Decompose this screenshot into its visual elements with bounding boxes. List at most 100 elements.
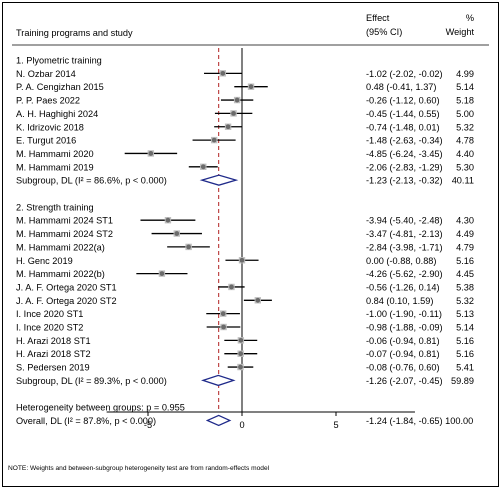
overall-ci-text: -1.24 (-1.84, -0.65) 100.00 bbox=[366, 416, 473, 426]
point-estimate bbox=[165, 217, 171, 223]
study-label: H. Arazi 2018 ST1 bbox=[16, 336, 91, 346]
study-label: M. Hammami 2020 bbox=[16, 149, 94, 159]
weight-text: 4.30 bbox=[456, 216, 474, 226]
effect-ci-text: -0.08 (-0.76, 0.60) bbox=[366, 363, 440, 373]
subgroup-label: Subgroup, DL (I² = 86.6%, p < 0.000) bbox=[16, 176, 167, 186]
weight-text: 5.13 bbox=[456, 309, 474, 319]
group-label: 1. Plyometric training bbox=[16, 56, 102, 66]
study-label: J. A. F. Ortega 2020 ST1 bbox=[16, 282, 117, 292]
study-label: P. P. Paes 2022 bbox=[16, 96, 80, 106]
weight-text: 5.00 bbox=[456, 109, 474, 119]
point-estimate bbox=[239, 257, 245, 263]
effect-ci-text: 0.00 (-0.88, 0.88) bbox=[366, 256, 436, 266]
overall-label: Overall, DL (I² = 87.8%, p < 0.000) bbox=[16, 416, 156, 426]
effect-ci-text: -4.85 (-6.24, -3.45) bbox=[366, 149, 443, 159]
subgroup-weight-text: 40.11 bbox=[452, 176, 474, 186]
effect-ci-text: -1.00 (-1.90, -0.11) bbox=[366, 309, 442, 319]
weight-text: 4.45 bbox=[456, 269, 474, 279]
weight-text: 5.18 bbox=[456, 96, 474, 106]
effect-ci-text: -0.98 (-1.88, -0.09) bbox=[366, 323, 443, 333]
group-label: 2. Strength training bbox=[16, 202, 94, 212]
weight-text: 5.16 bbox=[456, 349, 474, 359]
point-estimate bbox=[174, 231, 180, 236]
header-weight: Weight bbox=[446, 27, 475, 37]
effect-ci-text: 0.48 (-0.41, 1.37) bbox=[366, 82, 436, 92]
point-estimate bbox=[231, 111, 236, 116]
point-estimate bbox=[220, 311, 226, 317]
weight-text: 4.79 bbox=[456, 242, 474, 252]
study-label: A. H. Haghighi 2024 bbox=[16, 109, 98, 119]
effect-ci-text: -1.02 (-2.02, -0.02) bbox=[366, 69, 443, 79]
weight-text: 5.32 bbox=[456, 296, 474, 306]
subgroup-ci-text: -1.23 (-2.13, -0.32) bbox=[366, 176, 443, 186]
weight-text: 5.30 bbox=[456, 162, 474, 172]
study-label: K. Idrizovic 2018 bbox=[16, 122, 84, 132]
effect-ci-text: -2.84 (-3.98, -1.71) bbox=[366, 242, 443, 252]
header-study: Training programs and study bbox=[16, 28, 133, 38]
study-label: E. Turgut 2016 bbox=[16, 136, 76, 146]
weight-text: 5.14 bbox=[456, 82, 474, 92]
point-estimate bbox=[238, 337, 244, 343]
study-label: H. Genc 2019 bbox=[16, 256, 73, 266]
subgroup-diamond bbox=[199, 174, 239, 186]
weight-text: 5.16 bbox=[456, 256, 474, 266]
study-label: H. Arazi 2018 ST2 bbox=[16, 349, 91, 359]
study-label: M. Hammami 2024 ST2 bbox=[16, 229, 113, 239]
point-estimate bbox=[225, 124, 231, 130]
point-estimate bbox=[238, 364, 243, 370]
point-estimate bbox=[220, 70, 226, 76]
header-weight-symbol: % bbox=[466, 13, 474, 23]
x-tick-label: -5 bbox=[144, 420, 152, 430]
study-label: M. Hammami 2022(b) bbox=[16, 269, 105, 279]
overall-diamond bbox=[205, 414, 232, 427]
weight-text: 4.49 bbox=[456, 229, 474, 239]
point-estimate bbox=[255, 297, 261, 303]
effect-ci-text: -0.74 (-1.48, 0.01) bbox=[366, 122, 440, 132]
effect-ci-text: -1.48 (-2.63, -0.34) bbox=[366, 136, 443, 146]
x-tick-label: 5 bbox=[333, 420, 338, 430]
point-estimate bbox=[238, 351, 244, 357]
weight-text: 5.16 bbox=[456, 336, 474, 346]
point-estimate bbox=[248, 84, 254, 90]
study-label: M. Hammami 2022(a) bbox=[16, 242, 105, 252]
effect-ci-text: -3.47 (-4.81, -2.13) bbox=[366, 229, 443, 239]
header-effect: Effect bbox=[366, 13, 390, 23]
weight-text: 4.40 bbox=[456, 149, 474, 159]
study-label: I. Ince 2020 ST1 bbox=[16, 309, 83, 319]
study-label: M. Hammami 2019 bbox=[16, 162, 94, 172]
effect-ci-text: -2.06 (-2.83, -1.29) bbox=[366, 162, 443, 172]
point-estimate bbox=[221, 324, 226, 330]
effect-ci-text: 0.84 (0.10, 1.59) bbox=[366, 296, 433, 306]
point-estimate bbox=[211, 137, 217, 143]
subgroup-weight-text: 59.89 bbox=[451, 376, 474, 386]
effect-ci-text: -0.26 (-1.12, 0.60) bbox=[366, 96, 440, 106]
effect-ci-text: -0.56 (-1.26, 0.14) bbox=[366, 282, 440, 292]
point-estimate bbox=[234, 97, 240, 103]
effect-ci-text: -0.07 (-0.94, 0.81) bbox=[366, 349, 440, 359]
study-label: I. Ince 2020 ST2 bbox=[16, 323, 83, 333]
subgroup-ci-text: -1.26 (-2.07, -0.45) bbox=[366, 376, 443, 386]
study-label: J. A. F. Ortega 2020 ST2 bbox=[16, 296, 117, 306]
weight-text: 4.78 bbox=[456, 136, 474, 146]
effect-ci-text: -3.94 (-5.40, -2.48) bbox=[366, 216, 443, 226]
study-label: M. Hammami 2024 ST1 bbox=[16, 216, 113, 226]
weight-text: 5.14 bbox=[456, 323, 474, 333]
study-label: P. A. Cengizhan 2015 bbox=[16, 82, 104, 92]
point-estimate bbox=[200, 164, 206, 170]
point-estimate bbox=[148, 151, 154, 156]
effect-ci-text: -0.45 (-1.44, 0.55) bbox=[366, 109, 440, 119]
forest-plot-frame bbox=[2, 2, 499, 487]
study-label: N. Ozbar 2014 bbox=[16, 69, 76, 79]
point-estimate bbox=[186, 244, 192, 250]
effect-ci-text: -0.06 (-0.94, 0.81) bbox=[366, 336, 440, 346]
point-estimate bbox=[159, 271, 165, 276]
x-tick-label: 0 bbox=[239, 420, 244, 430]
subgroup-diamond bbox=[201, 374, 236, 387]
weight-text: 5.41 bbox=[456, 363, 474, 373]
weight-text: 4.99 bbox=[456, 69, 474, 79]
study-label: S. Pedersen 2019 bbox=[16, 363, 90, 373]
effect-ci-text: -4.26 (-5.62, -2.90) bbox=[366, 269, 443, 279]
header-effect-ci: (95% CI) bbox=[366, 27, 402, 37]
weight-text: 5.38 bbox=[456, 282, 474, 292]
